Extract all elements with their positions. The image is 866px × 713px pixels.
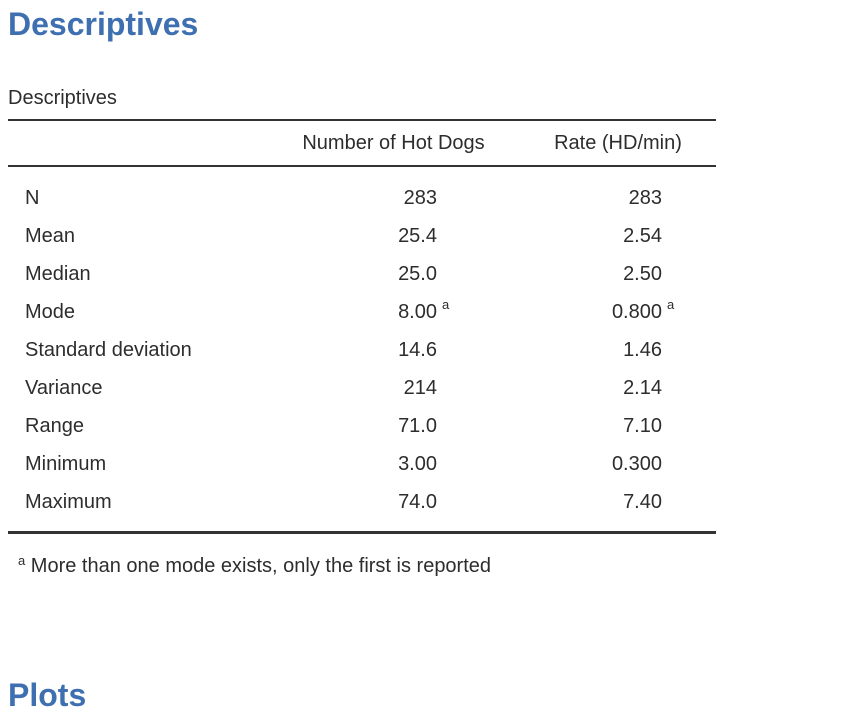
cell-value: 8.00 [398,300,437,323]
footnote-marker: a [667,296,675,312]
table-row-range: Range 71.0 7.10 [8,407,716,445]
cell-value: 214 [403,376,437,399]
cell-value: 7.10 [623,414,662,437]
cell-hotdogs: 214 [267,377,520,400]
cell-value: 283 [403,186,437,209]
cell-rate: 1.46 [520,339,716,362]
cell-rate: 0.800 a [520,296,716,324]
table-footnote: a More than one mode exists, only the fi… [8,553,716,581]
cell-value: 1.46 [623,338,662,361]
cell-value: 25.4 [398,224,437,247]
cell-rate: 283 [520,187,716,210]
table-row-n: N 283 283 [8,179,716,217]
cell-value: 3.00 [398,452,437,475]
table-row-median: Median 25.0 2.50 [8,255,716,293]
footnote-marker: a [442,296,450,312]
cell-hotdogs: 14.6 [267,339,520,362]
row-label: Standard deviation [25,338,192,361]
table-rule-top [8,119,716,121]
cell-value: 2.50 [623,262,662,285]
descriptives-table: Descriptives Number of Hot Dogs Rate (HD… [8,86,716,581]
cell-value: 71.0 [398,414,437,437]
table-row-mean: Mean 25.4 2.54 [8,217,716,255]
cell-rate: 2.50 [520,263,716,286]
cell-value: 0.300 [611,452,662,475]
cell-value: 74.0 [398,490,437,513]
cell-value: 25.0 [398,262,437,285]
table-title: Descriptives [8,87,117,109]
cell-value: 7.40 [623,490,662,513]
cell-value: 2.14 [623,376,662,399]
footnote-marker: a [18,553,26,568]
cell-hotdogs: 71.0 [267,415,520,438]
table-row-variance: Variance 214 2.14 [8,369,716,407]
table-row-standard-deviation: Standard deviation 14.6 1.46 [8,331,716,369]
column-header-rate-hd-min: Rate (HD/min) [554,131,682,154]
cell-rate: 0.300 [520,453,716,476]
cell-value: 283 [628,186,662,209]
row-label: Median [25,262,91,285]
section-heading-plots[interactable]: Plots [8,677,87,713]
cell-rate: 7.40 [520,491,716,514]
cell-hotdogs: 74.0 [267,491,520,514]
row-label: Range [25,414,84,437]
cell-rate: 2.14 [520,377,716,400]
section-heading-descriptives[interactable]: Descriptives [8,6,199,43]
table-rule-header [8,165,716,167]
cell-hotdogs: 25.0 [267,263,520,286]
column-header-number-of-hot-dogs: Number of Hot Dogs [302,131,485,154]
cell-hotdogs: 3.00 [267,453,520,476]
row-label: Mean [25,224,76,247]
cell-hotdogs: 8.00 a [267,296,520,324]
table-row-minimum: Minimum 3.00 0.300 [8,445,716,483]
cell-hotdogs: 25.4 [267,225,520,248]
cell-value: 0.800 [611,300,662,323]
cell-rate: 2.54 [520,225,716,248]
table-row-maximum: Maximum 74.0 7.40 [8,483,716,521]
row-label: Variance [25,376,103,399]
table-body: N 283 283 Mean 25.4 2.54 Median 25.0 2.5… [8,167,716,531]
row-label: Maximum [25,490,112,513]
cell-hotdogs: 283 [267,187,520,210]
table-row-mode: Mode 8.00 a 0.800 a [8,293,716,331]
table-rule-bottom [8,531,716,534]
table-header-row: Number of Hot Dogs Rate (HD/min) [8,121,716,165]
cell-value: 2.54 [623,224,662,247]
row-label: Mode [25,300,76,323]
row-label: N [25,186,40,209]
cell-value: 14.6 [398,338,437,361]
cell-rate: 7.10 [520,415,716,438]
footnote-text: More than one mode exists, only the firs… [30,555,492,577]
row-label: Minimum [25,452,107,475]
